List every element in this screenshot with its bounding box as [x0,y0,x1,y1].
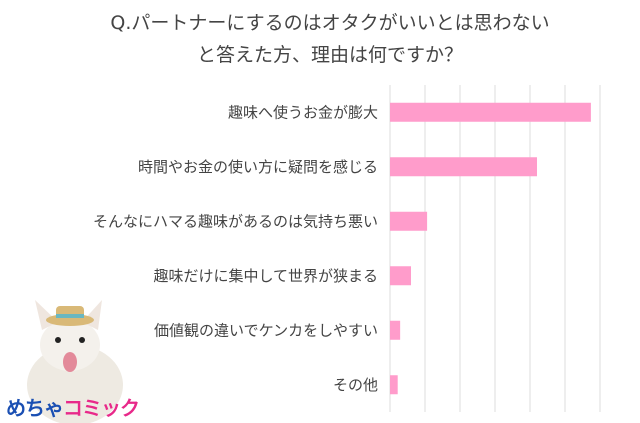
bar [390,102,591,122]
brand-logo: めちゃコミック [6,396,140,420]
category-label: 価値観の違いでケンカをしやすい [154,321,378,339]
chart-title-line-2: と答えた方、理由は何ですか？ [196,44,463,66]
chart-title-line-1: Q.パートナーにするのはオタクがいいとは思わない [110,12,550,34]
mascot-dog-image [27,300,123,423]
category-label: その他 [333,376,378,394]
category-label: そんなにハマる趣味があるのは気持ち悪い [93,212,378,230]
bar [390,375,398,395]
bar [390,266,411,286]
category-label: 時間やお金の使い方に疑問を感じる [138,158,378,176]
bar [390,320,401,340]
bar [390,157,537,177]
bar [390,211,428,231]
category-label: 趣味へ使うお金が膨大 [228,103,378,121]
category-label: 趣味だけに集中して世界が狭まる [153,267,378,285]
